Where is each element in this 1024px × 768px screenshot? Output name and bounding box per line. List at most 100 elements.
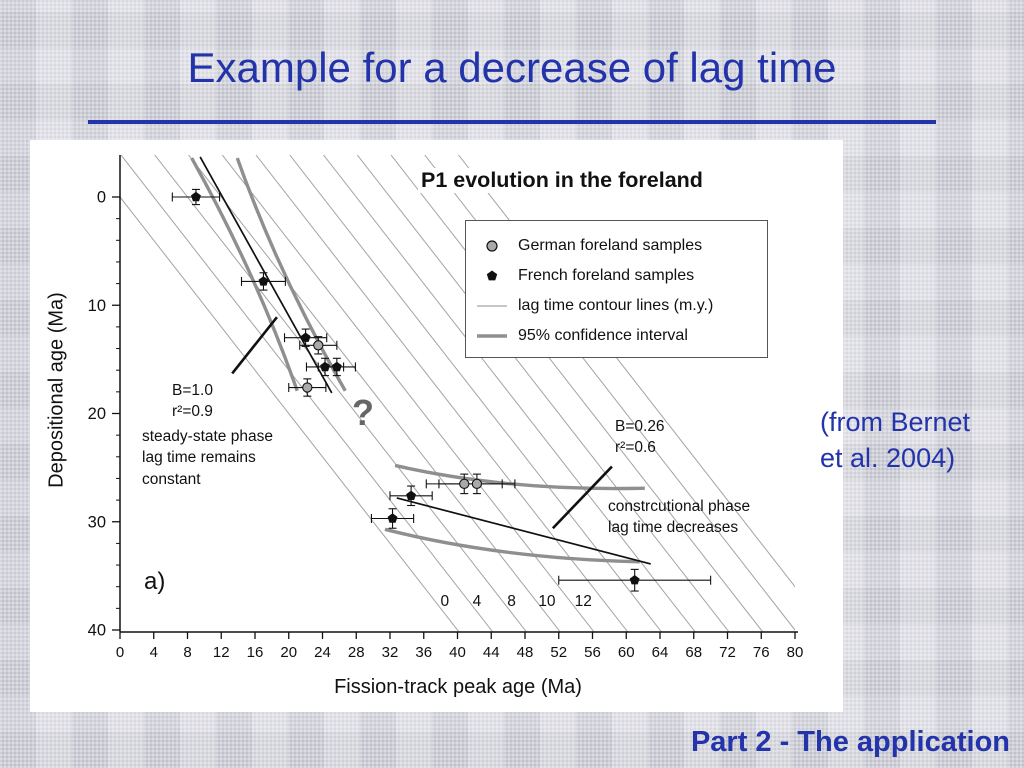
x-tick-label: 32	[382, 644, 399, 661]
x-tick-label: 0	[116, 644, 124, 661]
confidence-interval-curve	[384, 527, 640, 564]
x-tick-label: 8	[183, 644, 191, 661]
legend-item: German foreland samples	[466, 231, 767, 261]
data-point-german	[313, 340, 324, 351]
data-point-french	[406, 490, 416, 500]
contour-value-label: 0	[441, 593, 450, 610]
gray-circle-icon	[466, 239, 518, 253]
chart-title: P1 evolution in the foreland	[418, 168, 706, 193]
panel-label: a)	[144, 568, 166, 595]
x-tick-label: 24	[314, 644, 331, 661]
annotation-steady-state: steady-state phase lag time remains cons…	[142, 426, 273, 490]
data-point-french	[191, 191, 201, 202]
legend-item: 95% confidence interval	[466, 321, 767, 351]
x-tick-label: 40	[449, 644, 466, 661]
x-tick-label: 68	[685, 644, 702, 661]
annotation-question-mark: ?	[352, 392, 374, 433]
contour-value-label: 10	[538, 593, 556, 610]
lag-contour-line	[323, 155, 696, 632]
data-point-french	[258, 276, 269, 286]
annotation-b1-line1: B=1.0	[172, 382, 213, 399]
legend-item: French foreland samples	[466, 261, 767, 291]
thin-line-icon	[466, 299, 518, 313]
lag-contour-line	[221, 155, 595, 632]
chart-legend: German foreland samples French foreland s…	[465, 220, 768, 358]
regression-line	[396, 497, 651, 565]
data-point-french	[300, 332, 311, 342]
x-tick-label: 72	[719, 644, 736, 661]
annotation-constructional: constrcutional phase lag time decreases	[608, 496, 750, 539]
confidence-interval-curve	[235, 157, 347, 392]
x-tick-label: 44	[483, 644, 500, 661]
x-tick-label: 56	[584, 644, 601, 661]
annotation-b2-line2: r²=0.6	[615, 439, 656, 457]
lag-contour-line	[356, 155, 730, 632]
footer-label: Part 2 - The application	[690, 726, 1010, 758]
annotation-b1: B=1.0 r²=0.9	[172, 380, 213, 423]
data-point-french	[320, 361, 330, 372]
data-point-german	[459, 478, 470, 490]
contour-value-label: 4	[473, 593, 482, 610]
x-tick-label: 60	[618, 644, 635, 661]
citation-line1: (from Bernet	[820, 407, 971, 437]
x-tick-label: 16	[247, 644, 264, 661]
annotation-constructional-line: constrcutional phase	[608, 498, 751, 515]
legend-label: French foreland samples	[518, 267, 695, 284]
contour-value-label: 8	[507, 593, 516, 610]
legend-label: 95% confidence interval	[518, 327, 688, 344]
x-tick-label: 12	[213, 644, 230, 661]
lag-contour-line	[390, 155, 764, 632]
confidence-interval-curve	[190, 157, 299, 392]
gray-circle-glyph	[486, 240, 498, 252]
x-tick-label: 48	[517, 644, 534, 661]
lag-contour-line	[289, 155, 662, 632]
citation-line2: et al. 2004)	[820, 443, 956, 474]
annotation-b2-line1: B=0.26	[615, 418, 665, 435]
x-tick-label: 20	[280, 644, 297, 661]
x-tick-label: 64	[652, 644, 669, 661]
black-pentagon-icon	[466, 269, 518, 283]
thick-line-icon	[466, 329, 518, 343]
lag-contour-line	[120, 196, 460, 632]
y-tick-label: 30	[88, 513, 106, 531]
confidence-interval-curve	[394, 463, 645, 491]
data-point-french	[331, 361, 342, 372]
slide-title: Example for a decrease of lag time	[187, 44, 837, 91]
data-point-german	[471, 478, 483, 490]
annotation-steady-line: steady-state phase	[142, 428, 273, 445]
annotation-steady-line: lag time remains	[142, 449, 256, 467]
regression-line	[199, 156, 333, 394]
title-underline	[88, 120, 936, 124]
y-tick-label: 0	[97, 189, 106, 207]
annotation-b2: B=0.26 r²=0.6	[615, 416, 665, 459]
annotation-steady-line: constant	[142, 470, 201, 488]
contour-value-label: 12	[575, 593, 592, 610]
y-tick-label: 20	[88, 405, 106, 423]
x-tick-label: 52	[550, 644, 567, 661]
x-tick-label: 36	[415, 644, 432, 661]
lag-contour-line	[154, 155, 527, 632]
annotation-constructional-line: lag time decreases	[608, 519, 739, 537]
annotation-b1-line2: r²=0.9	[172, 403, 213, 421]
black-pentagon-glyph	[486, 270, 498, 281]
x-tick-label: 4	[150, 644, 158, 661]
y-tick-label: 10	[88, 297, 106, 315]
annotation-pointer-line	[231, 316, 278, 375]
legend-label: lag time contour lines (m.y.)	[518, 297, 714, 314]
legend-label: German foreland samples	[518, 237, 703, 254]
annotation-pointer-line	[551, 465, 613, 530]
citation: (from Bernet et al. 2004)	[820, 404, 970, 477]
chart-panel: 0 4 8 12 16 20 24 28 32 36 40 44 48 52 56 60 64 68 72 76 80 0…	[30, 140, 843, 712]
x-tick-label: 76	[753, 644, 770, 661]
data-point-french	[629, 575, 640, 585]
x-axis-title: Fission-track peak age (Ma)	[334, 676, 582, 698]
x-tick-label: 28	[348, 644, 365, 661]
lag-contour-line	[255, 155, 629, 632]
y-axis-title: Depositional age (Ma)	[45, 292, 68, 488]
data-point-french	[387, 513, 398, 523]
legend-item: lag time contour lines (m.y.)	[466, 291, 767, 321]
y-tick-label: 40	[88, 622, 106, 640]
x-tick-label: 80	[787, 644, 804, 661]
data-point-german	[302, 382, 313, 393]
